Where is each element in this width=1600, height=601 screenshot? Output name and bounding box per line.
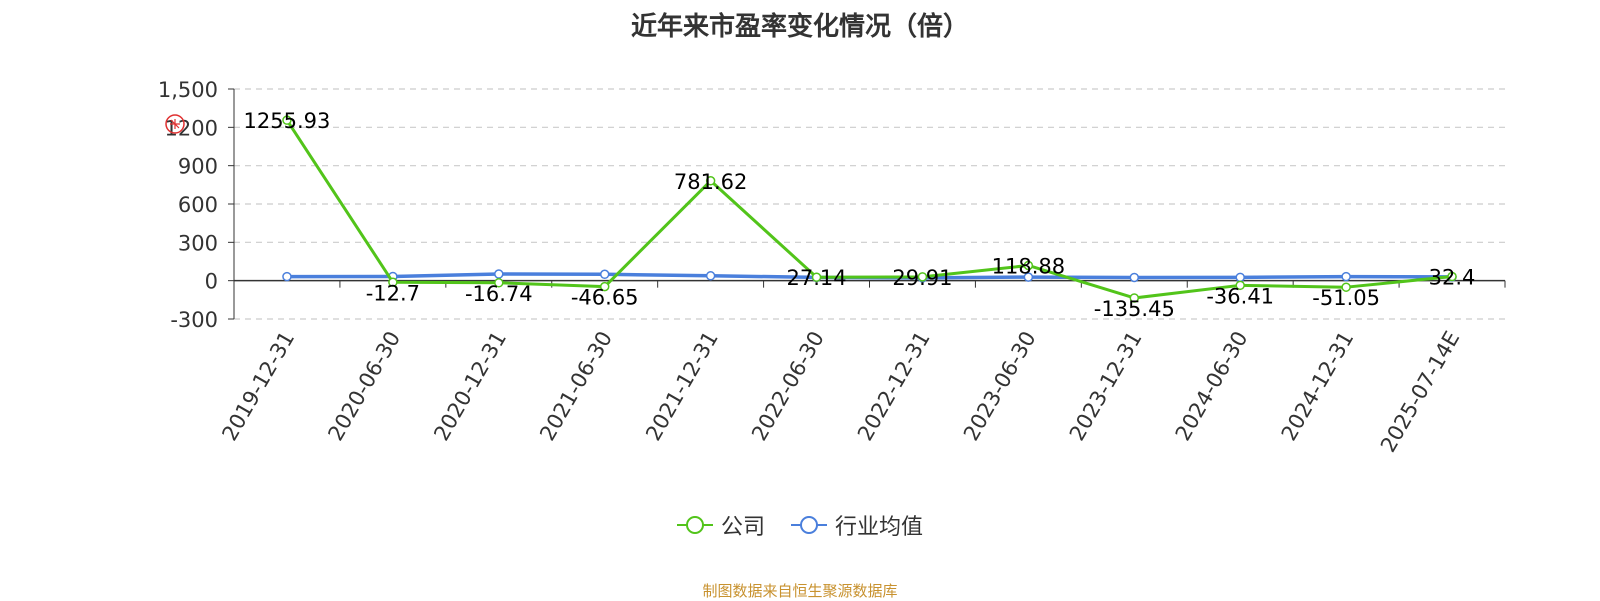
data-label: 781.62 <box>674 170 747 194</box>
y-tick-label: 300 <box>178 231 218 255</box>
legend-item-industry-average[interactable]: 行业均值 <box>791 509 923 541</box>
x-tick-label: 2023-12-31 <box>1065 327 1147 445</box>
legend-label-industry-average: 行业均值 <box>835 515 924 540</box>
data-point <box>811 272 822 282</box>
y-tick-label: 1,500 <box>158 78 218 102</box>
x-tick-label: 2025-07-14E <box>1376 327 1464 456</box>
data-point <box>1129 272 1140 283</box>
grid-lines <box>234 88 1505 320</box>
x-tick-label: 2021-12-31 <box>641 327 723 445</box>
x-tick-label: 2019-12-31 <box>217 327 299 445</box>
data-label: -16.74 <box>465 282 533 306</box>
data-point <box>599 269 610 280</box>
data-point <box>599 281 610 292</box>
data-point <box>494 269 504 279</box>
data-label: 118.88 <box>992 254 1065 278</box>
x-tick-label: 2020-06-30 <box>323 327 405 445</box>
legend: 公司 行业均值 <box>0 509 1600 541</box>
data-point <box>388 277 398 288</box>
legend-item-company[interactable]: 公司 <box>676 509 765 541</box>
legend-label-company: 公司 <box>720 515 765 540</box>
series-lines <box>282 115 1457 303</box>
data-point <box>1341 282 1351 292</box>
x-tick-label: 2021-06-30 <box>535 327 617 445</box>
y-tick-label: 600 <box>178 193 218 217</box>
data-point <box>282 115 292 125</box>
data-label: -12.7 <box>366 281 420 305</box>
x-tick-label: 2023-06-30 <box>959 327 1041 445</box>
y-tick-label: 900 <box>178 155 218 179</box>
x-tick-label: 2024-12-31 <box>1277 327 1359 445</box>
data-label: 32.4 <box>1429 266 1476 290</box>
x-tick-label: 2024-06-30 <box>1171 327 1253 445</box>
y-tick-label: 1200 <box>165 116 218 140</box>
data-label: -46.65 <box>571 286 639 310</box>
data-point <box>282 271 292 282</box>
legend-line-circle-icon <box>791 516 827 534</box>
data-point <box>1447 271 1457 282</box>
data-label: 1255.93 <box>244 109 331 133</box>
data-label: -51.05 <box>1312 286 1380 310</box>
watermark-stamp-icon <box>165 114 185 134</box>
data-point <box>1023 272 1034 282</box>
data-label: -36.41 <box>1206 284 1274 308</box>
data-labels: 1255.93 -12.7 -16.74 -46.65 781.62 27.14 29.91… <box>244 109 1476 321</box>
data-label: 27.14 <box>786 266 846 290</box>
data-point <box>917 272 928 282</box>
chart-title: 近年来市盈率变化情况（倍） <box>630 12 969 42</box>
x-tick-label: 2022-12-31 <box>853 327 935 445</box>
data-point <box>1341 271 1351 282</box>
data-point <box>1235 280 1245 291</box>
series-line-company <box>285 119 1453 300</box>
data-point <box>1235 272 1245 283</box>
data-point <box>705 271 716 281</box>
data-label: -135.45 <box>1094 297 1175 321</box>
y-tick-label: 0 <box>205 270 218 294</box>
x-tick-label: 2022-06-30 <box>747 327 829 445</box>
data-point <box>1129 293 1140 303</box>
data-point <box>705 176 716 186</box>
data-point <box>1023 260 1034 271</box>
legend-line-circle-icon <box>676 516 713 534</box>
x-tick-label: 2020-12-31 <box>429 327 511 445</box>
source-note: 制图数据来自恒生聚源数据库 <box>702 582 898 600</box>
data-point <box>494 278 504 288</box>
y-tick-label: -300 <box>170 308 218 332</box>
data-label: 29.91 <box>892 266 952 290</box>
